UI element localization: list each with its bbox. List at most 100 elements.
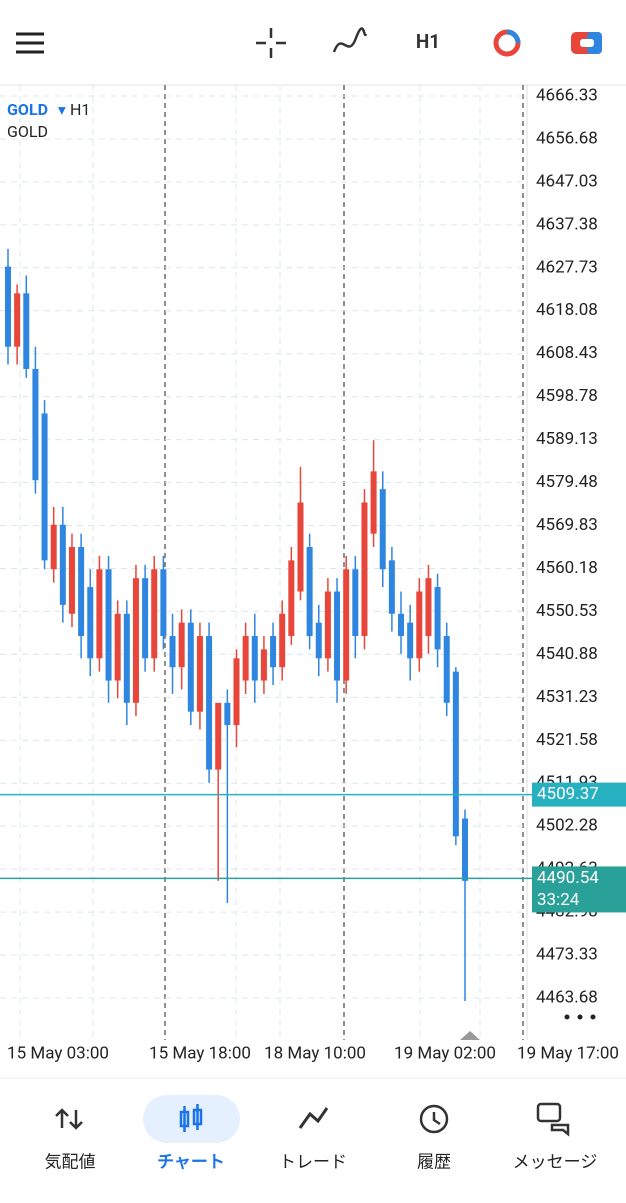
candle-body [343, 569, 350, 681]
active-tab-pill [143, 1095, 240, 1143]
candle-body [50, 524, 57, 570]
candle-body [251, 636, 258, 681]
y-tick-label: 4618.08 [536, 300, 598, 320]
candle-body [270, 636, 277, 668]
candle-body [242, 636, 249, 681]
candle-body [59, 524, 66, 605]
more-dots[interactable] [564, 1014, 596, 1020]
candle-body [324, 591, 331, 659]
candle-body [334, 591, 341, 681]
nav-tab[interactable]: メッセージ [513, 1152, 598, 1172]
y-tick-label: 4627.73 [536, 257, 598, 277]
candle-body [14, 293, 21, 347]
candle-body [279, 613, 286, 668]
candle-body [370, 471, 377, 534]
y-tick-label: 4579.48 [536, 472, 598, 492]
candle-body [196, 636, 203, 712]
candle-body [416, 591, 423, 659]
y-tick-label: 4637.38 [536, 214, 598, 234]
indicators-button[interactable] [332, 27, 368, 53]
y-tick-label: 4608.43 [536, 343, 598, 363]
x-tick-label: 15 May 18:00 [149, 1043, 251, 1063]
candle-body [452, 671, 459, 837]
y-tick-label: 4550.53 [536, 601, 598, 621]
price-label-bg [532, 866, 626, 913]
candle-body [297, 502, 304, 592]
candle-body [233, 658, 240, 726]
candle-body [425, 578, 432, 637]
countdown: 33:24 [537, 890, 580, 910]
chart: 4666.33 4656.68 4647.03 4637.38 4627.73 4618.… [0, 85, 626, 1063]
candle-body [78, 547, 85, 637]
y-tick-label: 4589.13 [536, 429, 598, 449]
candle-body [215, 702, 222, 770]
y-tick-label: 4656.68 [536, 128, 598, 148]
price-label: 4509.37 [537, 784, 599, 804]
y-tick-label: 4531.23 [536, 687, 598, 707]
nav-tab[interactable]: 履歴 [417, 1152, 451, 1172]
quotes-icon [55, 1108, 83, 1130]
y-tick-label: 4473.33 [536, 945, 598, 965]
timeframe-button[interactable]: H1 [416, 30, 440, 53]
price-label-bg [532, 782, 626, 807]
candle-body [5, 266, 11, 347]
nav-tab[interactable]: トレード [279, 1152, 347, 1172]
order-button[interactable] [571, 32, 602, 54]
x-tick-label: 19 May 17:00 [517, 1043, 619, 1063]
y-tick-label: 4521.58 [536, 730, 598, 750]
crosshair-button[interactable] [256, 28, 286, 58]
candle-body [169, 636, 176, 668]
candle-body [132, 578, 139, 703]
symbol-name: GOLD [7, 122, 48, 141]
candle-body [187, 622, 194, 712]
candle-body [142, 578, 149, 659]
y-tick-label: 4647.03 [536, 171, 598, 191]
candle-body [361, 502, 368, 637]
chart-timeframe: H1 [70, 100, 90, 119]
candle-body [178, 622, 185, 668]
candle-body [306, 547, 313, 637]
top-bar: H1 [0, 27, 626, 86]
candle-body [123, 613, 130, 703]
candle-body [206, 636, 213, 770]
candle-body [352, 569, 359, 637]
messages-icon [536, 1102, 570, 1137]
chart-icon [179, 1104, 203, 1132]
scroll-marker[interactable] [460, 1031, 480, 1040]
symbol[interactable]: GOLD [7, 100, 48, 119]
x-tick-label: 15 May 03:00 [7, 1043, 109, 1063]
candle-body [96, 569, 103, 659]
y-tick-label: 4540.88 [536, 644, 598, 664]
candle-body [388, 560, 395, 614]
candle-body [443, 636, 450, 703]
candle-body [151, 569, 158, 659]
candle-body [379, 489, 386, 570]
y-tick-label: 4463.68 [536, 987, 598, 1007]
nav-tab-active[interactable]: チャート [157, 1152, 225, 1172]
candle-body [288, 560, 295, 637]
price-label: 4490.54 [537, 868, 599, 888]
candle-body [160, 569, 167, 637]
x-tick-label: 18 May 10:00 [264, 1043, 366, 1063]
candle-body [32, 368, 39, 481]
candle-body [462, 818, 468, 881]
nav-tab[interactable]: 気配値 [45, 1152, 96, 1172]
candle-body [41, 413, 48, 561]
candle-body [407, 622, 414, 659]
menu-button[interactable] [16, 32, 44, 54]
candle-body [68, 547, 75, 614]
y-tick-label: 4569.83 [536, 515, 598, 535]
y-tick-label: 4666.33 [536, 85, 598, 105]
candle-body [434, 587, 441, 650]
candle-body [105, 569, 112, 681]
bottom-nav: 気配値 チャート トレード 履歴 メッセージ [0, 1077, 626, 1172]
candle-body [224, 702, 231, 726]
trade-button[interactable] [493, 29, 521, 57]
candle-body [23, 293, 30, 369]
trade-icon [298, 1107, 329, 1129]
candle-body [114, 613, 121, 681]
y-tick-label: 4598.78 [536, 386, 598, 406]
symbol-arrow: ▼ [58, 106, 66, 117]
